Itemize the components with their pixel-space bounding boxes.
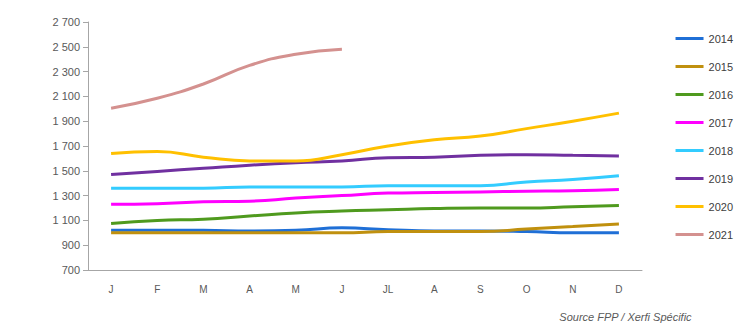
svg-text:A: A <box>431 284 438 295</box>
svg-text:M: M <box>292 284 300 295</box>
svg-text:2021: 2021 <box>709 229 733 241</box>
svg-text:700: 700 <box>62 264 80 276</box>
svg-text:F: F <box>154 284 160 295</box>
svg-text:1 500: 1 500 <box>52 165 80 177</box>
svg-text:S: S <box>477 284 484 295</box>
svg-text:2018: 2018 <box>709 145 733 157</box>
svg-text:A: A <box>246 284 253 295</box>
svg-text:2 500: 2 500 <box>52 41 80 53</box>
svg-text:2014: 2014 <box>709 33 733 45</box>
svg-text:2017: 2017 <box>709 117 733 129</box>
svg-text:1 700: 1 700 <box>52 140 80 152</box>
svg-text:O: O <box>523 284 531 295</box>
svg-text:JL: JL <box>383 284 394 295</box>
svg-text:900: 900 <box>62 239 80 251</box>
svg-text:2 300: 2 300 <box>52 66 80 78</box>
svg-text:1 100: 1 100 <box>52 214 80 226</box>
svg-text:Source FPP / Xerfi Spécific: Source FPP / Xerfi Spécific <box>559 311 692 323</box>
svg-text:2019: 2019 <box>709 173 733 185</box>
svg-text:2015: 2015 <box>709 61 733 73</box>
svg-text:N: N <box>569 284 576 295</box>
svg-text:2016: 2016 <box>709 89 733 101</box>
svg-text:J: J <box>339 284 344 295</box>
svg-text:2 100: 2 100 <box>52 90 80 102</box>
svg-text:1 900: 1 900 <box>52 115 80 127</box>
svg-text:2 700: 2 700 <box>52 16 80 28</box>
svg-text:M: M <box>199 284 207 295</box>
svg-text:D: D <box>615 284 622 295</box>
svg-text:J: J <box>109 284 114 295</box>
svg-text:2020: 2020 <box>709 201 733 213</box>
svg-text:1 300: 1 300 <box>52 190 80 202</box>
